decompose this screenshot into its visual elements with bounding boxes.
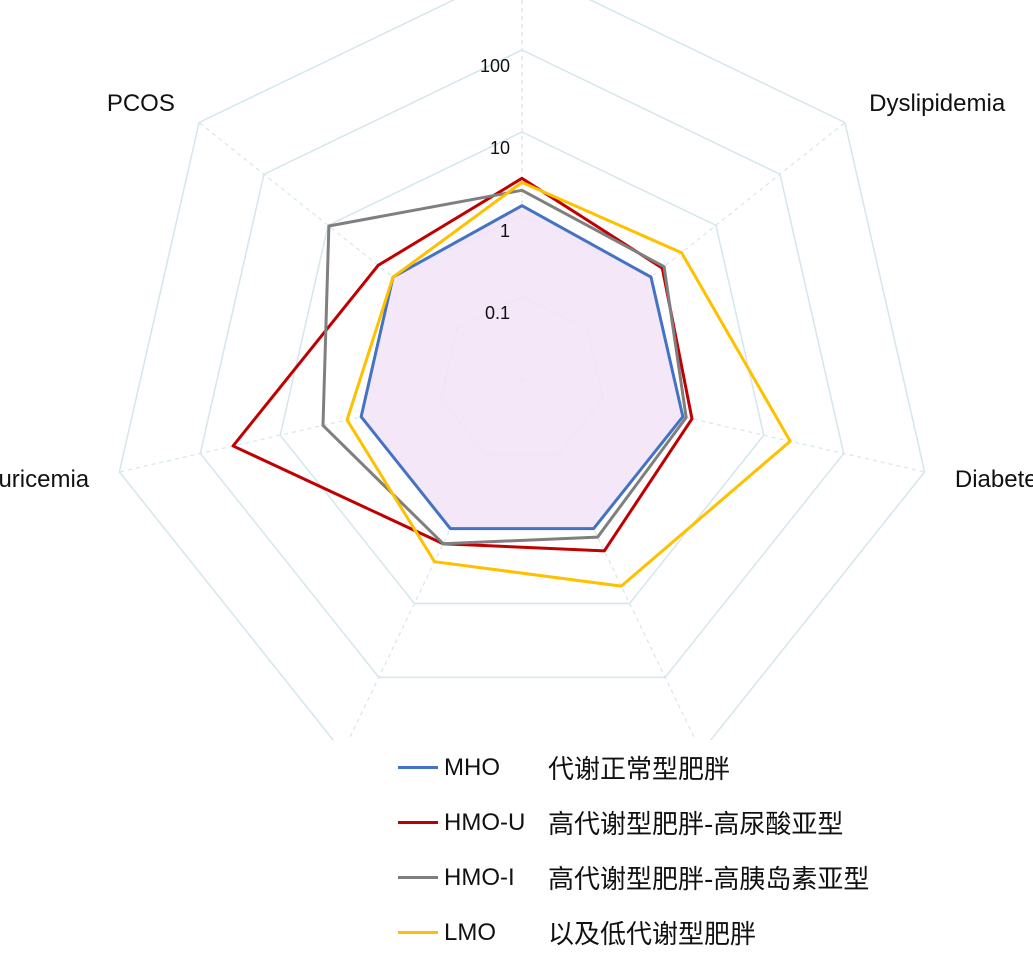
axis-label: Hyperuricemia — [0, 466, 90, 493]
legend-label-hmo-u: HMO-U — [444, 808, 526, 836]
radar-series — [231, 176, 792, 588]
legend-swatch-lmo — [398, 931, 438, 934]
tick-label: 1 — [500, 221, 510, 241]
grid-spoke — [521, 122, 846, 381]
legend-item-hmo-u: HMO-U 高代谢型肥胖-高尿酸亚型 — [398, 795, 998, 850]
axis-label: PCOS — [107, 90, 175, 117]
legend: MHO 代谢正常型肥胖 HMO-U 高代谢型肥胖-高尿酸亚型 HMO-I 高代谢… — [398, 740, 998, 960]
radar-axis-labels: HypertensionDyslipidemiaDiabetesMetaboli… — [0, 90, 1033, 493]
legend-description-lmo: 以及低代谢型肥胖 — [548, 920, 757, 950]
grid-spoke — [521, 379, 925, 473]
legend-description-hmo-u: 高代谢型肥胖-高尿酸亚型 — [548, 810, 844, 840]
series-lmo-line — [345, 180, 792, 588]
radar-chart: 0.11101001000 HypertensionDyslipidemiaDi… — [0, 0, 1033, 740]
legend-swatch-mho — [398, 766, 438, 769]
legend-label-lmo: LMO — [444, 918, 497, 946]
grid-ring — [199, 49, 845, 679]
legend-swatch-hmo-i — [398, 876, 438, 879]
axis-label: Dyslipidemia — [869, 90, 1006, 117]
grid-spoke — [198, 122, 523, 381]
tick-label: 100 — [480, 56, 510, 76]
radar-tick-labels: 0.11101001000 — [480, 56, 510, 323]
grid-ring — [118, 0, 926, 740]
legend-description-mho: 代谢正常型肥胖 — [548, 755, 731, 785]
series-hmo-i-line — [321, 188, 688, 546]
legend-item-hmo-i: HMO-I 高代谢型肥胖-高胰岛素亚型 — [398, 850, 998, 905]
legend-description-hmo-i: 高代谢型肥胖-高胰岛素亚型 — [548, 865, 870, 895]
grid-ring — [279, 131, 765, 605]
tick-label: 0.1 — [485, 303, 510, 323]
axis-label: Diabetes — [955, 466, 1033, 493]
series-mho-line — [359, 204, 685, 531]
legend-label-hmo-i: HMO-I — [444, 863, 515, 891]
legend-item-mho: MHO 代谢正常型肥胖 — [398, 740, 998, 795]
tick-label: 10 — [490, 138, 510, 158]
grid-spoke — [119, 379, 523, 473]
grid-spoke — [521, 379, 697, 740]
grid-spoke — [347, 379, 523, 740]
legend-item-lmo: LMO 以及低代谢型肥胖 — [398, 905, 998, 960]
legend-label-mho: MHO — [444, 753, 500, 781]
legend-swatch-hmo-u — [398, 821, 438, 824]
